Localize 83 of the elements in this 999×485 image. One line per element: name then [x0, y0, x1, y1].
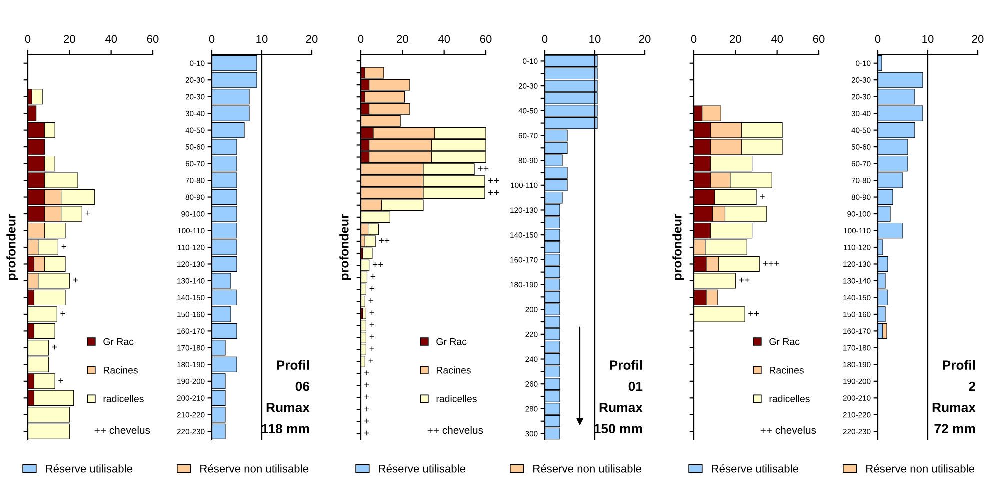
data-label: + — [760, 194, 765, 199]
x-tick-label: 20 — [64, 35, 76, 44]
annotation: Rumax — [600, 403, 643, 412]
legend-label: radicelles — [104, 395, 144, 402]
data-label: + — [368, 358, 374, 364]
legend-label: Réserve utilisable — [379, 464, 466, 473]
x-tick-label: 10 — [922, 35, 934, 44]
legend-label: Réserve utilisable — [46, 464, 132, 473]
x-tick-label: 10 — [256, 35, 268, 44]
legend-label: Gr Rac — [770, 338, 800, 346]
data-label: + — [368, 298, 374, 304]
x-tick-label: 0 — [25, 35, 31, 44]
text: + — [364, 382, 370, 388]
data-label: + — [370, 286, 375, 292]
annotation: 2 — [969, 382, 976, 392]
legend-label: Racines — [436, 366, 471, 374]
legend-label: Réserve utilisable — [712, 464, 798, 473]
data-label: ++ — [739, 278, 750, 283]
legend-label: radicelles — [770, 395, 810, 402]
x-tick-label: 20 — [306, 35, 318, 44]
legend-label: Racines — [104, 366, 138, 374]
data-label: ++ — [748, 311, 760, 316]
data-label: + — [62, 244, 67, 250]
data-label: + — [370, 310, 375, 316]
data-label: ++ — [478, 166, 489, 171]
x-tick-label: 40 — [105, 35, 118, 44]
data-label: +++ — [763, 261, 780, 266]
y-axis-title: profondeur — [340, 214, 352, 280]
data-label: + — [86, 210, 90, 216]
data-label: + — [73, 278, 78, 283]
x-tick-label: 20 — [397, 35, 408, 44]
legend-label: Réserve non utilisable — [866, 464, 974, 473]
annotation: 150 mm — [594, 424, 642, 434]
text: + — [364, 430, 370, 436]
x-tick-label: 0 — [542, 35, 548, 44]
annotation: Profil — [277, 360, 310, 370]
annotation: ++ chevelus — [760, 426, 816, 434]
annotation: ++ chevelus — [428, 426, 484, 434]
x-tick-label: 0 — [209, 35, 215, 44]
annotation: Rumax — [266, 403, 310, 412]
x-tick-label: 60 — [813, 35, 825, 44]
data-label: + — [370, 346, 375, 352]
text: + — [364, 406, 370, 412]
x-tick-label: 20 — [730, 35, 742, 44]
data-label: + — [60, 311, 66, 316]
x-tick-label: 60 — [147, 35, 159, 44]
legend-label: Gr Rac — [104, 338, 134, 346]
x-tick-label: 40 — [438, 35, 450, 44]
data-label: + — [370, 334, 375, 340]
text: + — [364, 370, 370, 376]
text: + — [364, 394, 370, 400]
y-axis-title: profondeur — [6, 214, 18, 280]
x-tick-label: 10 — [590, 35, 601, 44]
x-tick-label: 60 — [480, 35, 492, 44]
data-label: ++ — [372, 262, 384, 268]
data-label: ++ — [379, 238, 390, 244]
x-tick-label: 0 — [358, 35, 364, 44]
x-tick-label: 40 — [771, 35, 784, 44]
legend-label: radicelles — [436, 395, 477, 402]
annotation: 118 mm — [262, 424, 310, 434]
annotation: Rumax — [932, 403, 976, 412]
data-label: + — [370, 274, 376, 280]
legend-label: Réserve non utilisable — [200, 464, 308, 473]
annotation: 06 — [296, 382, 310, 392]
annotation: Profil — [610, 360, 642, 370]
legend-label: Racines — [770, 366, 804, 374]
x-tick-label: 0 — [875, 35, 881, 44]
x-tick-label: 0 — [691, 35, 697, 44]
data-label: ++ — [488, 178, 499, 183]
data-label: + — [58, 378, 64, 384]
annotation: ++ chevelus — [94, 426, 150, 434]
y-axis-title: profondeur — [672, 214, 684, 280]
annotation: 72 mm — [934, 424, 976, 434]
annotation: 01 — [628, 382, 643, 392]
x-tick-label: 20 — [639, 35, 651, 44]
legend-label: Gr Rac — [436, 338, 467, 346]
text: + — [364, 418, 370, 424]
x-tick-label: 20 — [972, 35, 984, 44]
data-label: + — [370, 322, 375, 328]
annotation: Profil — [943, 360, 976, 370]
legend-label: Réserve non utilisable — [534, 464, 642, 473]
data-label: ++ — [488, 190, 499, 196]
data-label: + — [52, 344, 58, 350]
